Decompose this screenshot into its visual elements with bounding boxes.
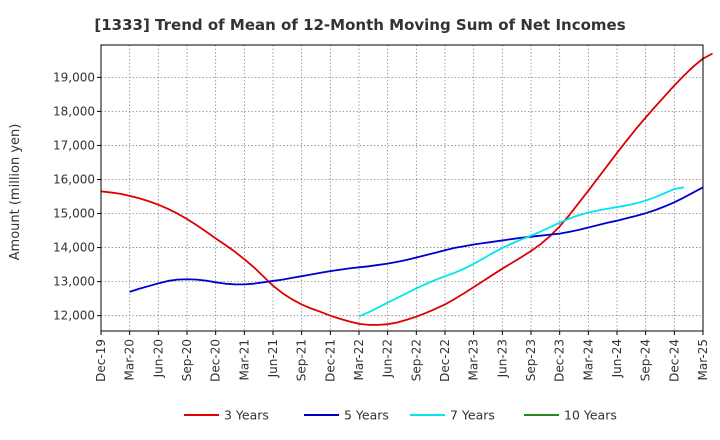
x-tick-label: Mar-22 [352, 339, 366, 380]
legend-label: 10 Years [564, 408, 617, 423]
x-tick-label: Mar-24 [581, 339, 595, 380]
y-tick-label: 17,000 [53, 138, 95, 152]
legend: 3 Years 5 Years 7 Years 10 Years [184, 408, 617, 423]
x-tick-label: Sep-23 [524, 339, 538, 381]
legend-label: 7 Years [450, 408, 495, 423]
chart-title: [1333] Trend of Mean of 12-Month Moving … [94, 16, 625, 34]
series [100, 52, 713, 326]
x-tick-label: Mar-21 [237, 339, 251, 380]
series-line-1 [100, 52, 713, 326]
x-tick-label: Sep-20 [180, 339, 194, 381]
x-tick-label: Jun-23 [495, 339, 509, 378]
x-tick-label: Dec-24 [667, 339, 681, 382]
x-tick-label: Mar-23 [467, 339, 481, 380]
legend-label: 5 Years [344, 408, 389, 423]
y-tick-label: 15,000 [53, 207, 95, 221]
x-tick-label: Dec-19 [94, 339, 108, 382]
plot-frame [100, 44, 704, 332]
grid [101, 45, 703, 331]
y-axis-label: Amount (million yen) [8, 124, 23, 261]
x-tick-label: Sep-22 [409, 339, 423, 381]
y-tick-label: 18,000 [53, 104, 95, 118]
x-tick-label: Dec-20 [209, 339, 223, 382]
x-tick-label: Jun-22 [381, 339, 395, 378]
x-tick-label: Mar-25 [696, 339, 710, 380]
x-tick-label: Dec-21 [323, 339, 337, 382]
legend-label: 3 Years [224, 408, 269, 423]
ticks: Dec-19 Mar-20 Jun-20 Sep-20 Dec-20 Mar-21 Jun-… [53, 70, 710, 381]
y-tick-label: 16,000 [53, 172, 95, 186]
x-tick-label: Dec-22 [438, 339, 452, 382]
x-tick-label: Jun-24 [610, 339, 624, 378]
series-line-3 [358, 186, 685, 318]
y-tick-label: 14,000 [53, 241, 95, 255]
series-line-2 [129, 186, 704, 293]
x-tick-label: Jun-21 [266, 339, 280, 378]
x-tick-label: Mar-20 [123, 339, 137, 380]
x-tick-label: Jun-20 [151, 339, 165, 378]
y-tick-label: 19,000 [53, 70, 95, 84]
y-tick-label: 13,000 [53, 275, 95, 289]
x-tick-label: Dec-23 [553, 339, 567, 382]
x-tick-label: Sep-21 [295, 339, 309, 381]
x-tick-label: Sep-24 [639, 339, 653, 381]
y-tick-label: 12,000 [53, 309, 95, 323]
